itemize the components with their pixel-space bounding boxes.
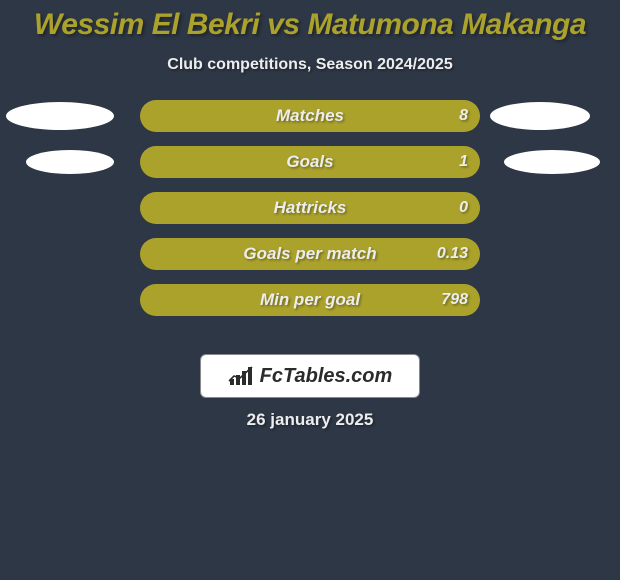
date-text: 26 january 2025 — [0, 410, 620, 430]
stat-value: 0 — [459, 199, 468, 217]
page-title: Wessim El Bekri vs Matumona Makanga — [0, 8, 620, 42]
player-right-shape-2 — [504, 150, 600, 174]
stat-value: 1 — [459, 153, 468, 171]
page-subtitle: Club competitions, Season 2024/2025 — [0, 56, 620, 74]
stat-value: 8 — [459, 107, 468, 125]
site-logo: FcTables.com — [200, 354, 420, 398]
stat-row: Matches 8 — [140, 100, 480, 132]
barchart-icon — [228, 365, 254, 387]
stat-label: Matches — [140, 106, 480, 126]
stat-row: Goals per match 0.13 — [140, 238, 480, 270]
stat-label: Hattricks — [140, 198, 480, 218]
stat-label: Goals per match — [140, 244, 480, 264]
player-left-shape-2 — [26, 150, 114, 174]
stat-row: Goals 1 — [140, 146, 480, 178]
player-left-shape-1 — [6, 102, 114, 130]
stat-row: Hattricks 0 — [140, 192, 480, 224]
stat-label: Goals — [140, 152, 480, 172]
stat-value: 798 — [441, 291, 468, 309]
stats-area: Matches 8 Goals 1 Hattricks 0 Goals per … — [0, 100, 620, 340]
stat-label: Min per goal — [140, 290, 480, 310]
site-logo-text: FcTables.com — [260, 365, 393, 388]
player-right-shape-1 — [490, 102, 590, 130]
comparison-infographic: Wessim El Bekri vs Matumona Makanga Club… — [0, 0, 620, 580]
stat-value: 0.13 — [437, 245, 468, 263]
stat-row: Min per goal 798 — [140, 284, 480, 316]
